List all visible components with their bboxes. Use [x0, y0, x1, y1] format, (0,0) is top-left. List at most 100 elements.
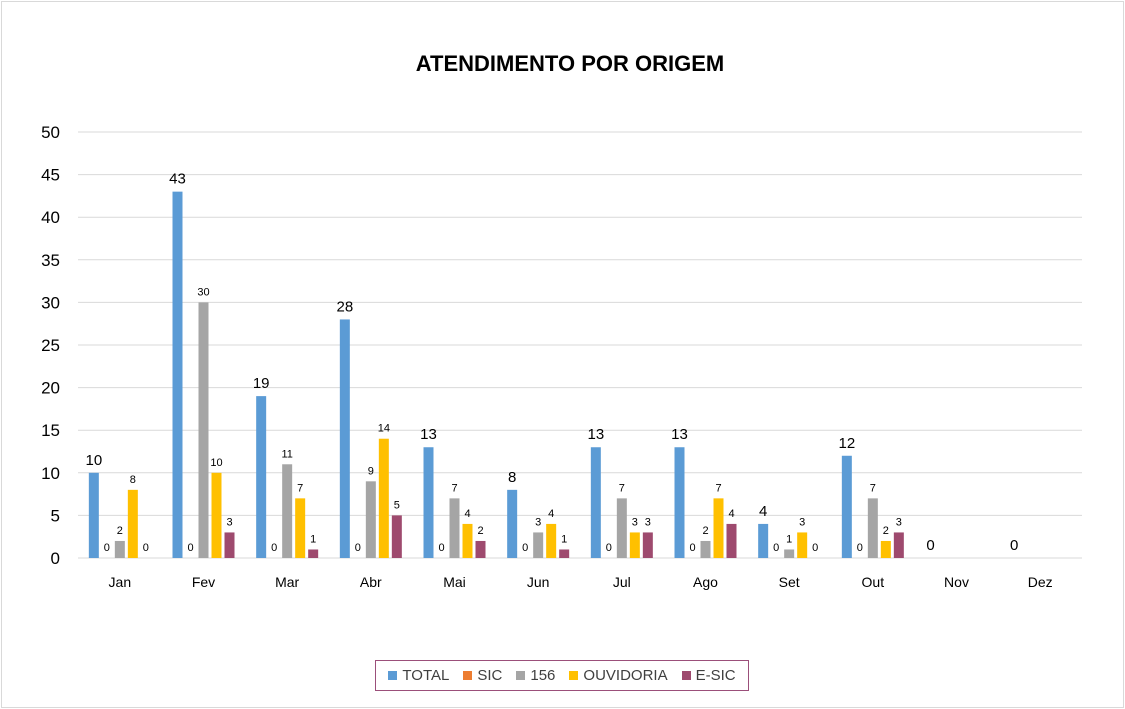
data-label: 0 — [271, 542, 277, 554]
data-label: 1 — [786, 533, 792, 545]
data-label: 13 — [420, 426, 437, 443]
y-tick-label: 20 — [41, 379, 60, 398]
bar-ouvidoria — [211, 472, 222, 558]
bar-e-sic — [224, 532, 235, 558]
data-label: 9 — [368, 465, 374, 477]
bar-ouvidoria — [797, 532, 808, 558]
y-tick-label: 5 — [51, 506, 60, 525]
legend-swatch — [388, 671, 398, 680]
legend: TOTAL SIC 156 OUVIDORIA E-SIC — [375, 660, 749, 691]
y-tick-label: 0 — [51, 549, 60, 568]
data-label: 0 — [355, 542, 361, 554]
bar-e-sic — [391, 515, 402, 558]
legend-swatch — [681, 671, 691, 680]
data-label: 7 — [870, 482, 876, 494]
data-label: 2 — [883, 525, 889, 537]
data-label: 3 — [226, 516, 232, 528]
legend-label: TOTAL — [402, 667, 450, 684]
x-tick-label: Jul — [613, 574, 631, 590]
legend-label: 156 — [530, 667, 556, 684]
x-tick-label: Out — [862, 574, 885, 590]
data-label: 3 — [535, 516, 541, 528]
data-label: 11 — [281, 448, 292, 460]
data-label: 43 — [169, 171, 186, 188]
bar-ouvidoria — [127, 489, 138, 558]
x-tick-label: Jun — [527, 574, 550, 590]
y-tick-label: 50 — [41, 123, 60, 142]
bar-total — [339, 319, 350, 558]
legend-label: OUVIDORIA — [583, 667, 668, 684]
bar-156 — [449, 498, 460, 558]
bar-e-sic — [475, 540, 486, 558]
x-tick-label: Ago — [693, 574, 718, 590]
bar-156 — [616, 498, 627, 558]
data-label: 10 — [210, 457, 222, 469]
y-tick-label: 30 — [41, 293, 60, 312]
bar-156 — [282, 464, 293, 558]
data-label: 3 — [896, 516, 902, 528]
data-label: 4 — [759, 503, 767, 520]
chart-title: ATENDIMENTO POR ORIGEM — [416, 51, 724, 76]
legend-swatch — [516, 671, 526, 680]
x-tick-label: Abr — [360, 574, 382, 590]
data-label: 2 — [117, 525, 123, 537]
data-label: 28 — [336, 298, 353, 315]
bar-total — [674, 447, 685, 558]
x-tick-label: Fev — [192, 574, 215, 590]
bar-ouvidoria — [713, 498, 724, 558]
bar-ouvidoria — [880, 540, 891, 558]
bar-e-sic — [893, 532, 904, 558]
bar-e-sic — [726, 523, 737, 558]
bar-total — [256, 396, 267, 558]
bar-ouvidoria — [295, 498, 306, 558]
bar-total — [590, 447, 601, 558]
y-tick-label: 35 — [41, 251, 60, 270]
data-label: 0 — [143, 542, 149, 554]
bar-total — [172, 191, 183, 558]
x-tick-label: Nov — [944, 574, 969, 590]
bar-156 — [784, 549, 795, 558]
y-tick-label: 15 — [41, 421, 60, 440]
bar-156 — [867, 498, 878, 558]
bar-ouvidoria — [462, 523, 473, 558]
bar-e-sic — [308, 549, 319, 558]
x-tick-label: Jan — [109, 574, 132, 590]
data-label: 8 — [508, 469, 516, 486]
data-label: 0 — [104, 542, 110, 554]
data-label: 7 — [619, 482, 625, 494]
legend-item: 156 — [516, 667, 555, 684]
data-label: 3 — [799, 516, 805, 528]
data-label: 5 — [394, 499, 400, 511]
data-label: 1 — [561, 533, 567, 545]
bar-156 — [114, 540, 125, 558]
data-label: 12 — [838, 435, 855, 452]
data-label: 14 — [378, 423, 390, 435]
data-label: 0 — [857, 542, 863, 554]
legend-item: SIC — [463, 667, 502, 684]
data-label: 7 — [297, 482, 303, 494]
data-label: 3 — [645, 516, 651, 528]
data-label: 7 — [715, 482, 721, 494]
data-label: 4 — [464, 508, 470, 520]
data-label: 1 — [310, 533, 316, 545]
data-label: 4 — [548, 508, 554, 520]
data-label: 8 — [130, 474, 136, 486]
bar-total — [841, 455, 852, 558]
data-label: 10 — [85, 452, 102, 469]
y-tick-label: 40 — [41, 208, 60, 227]
bar-total — [507, 489, 518, 558]
data-label: 13 — [587, 426, 604, 443]
data-label: 0 — [187, 542, 193, 554]
y-tick-label: 10 — [41, 464, 60, 483]
bar-156 — [700, 540, 711, 558]
data-label: 4 — [728, 508, 734, 520]
x-tick-label: Dez — [1028, 574, 1053, 590]
data-label: 2 — [477, 525, 483, 537]
bar-total — [423, 447, 434, 558]
bar-156 — [533, 532, 544, 558]
legend-label: SIC — [477, 667, 503, 684]
data-label: 0 — [606, 542, 612, 554]
data-label: 19 — [253, 375, 270, 392]
